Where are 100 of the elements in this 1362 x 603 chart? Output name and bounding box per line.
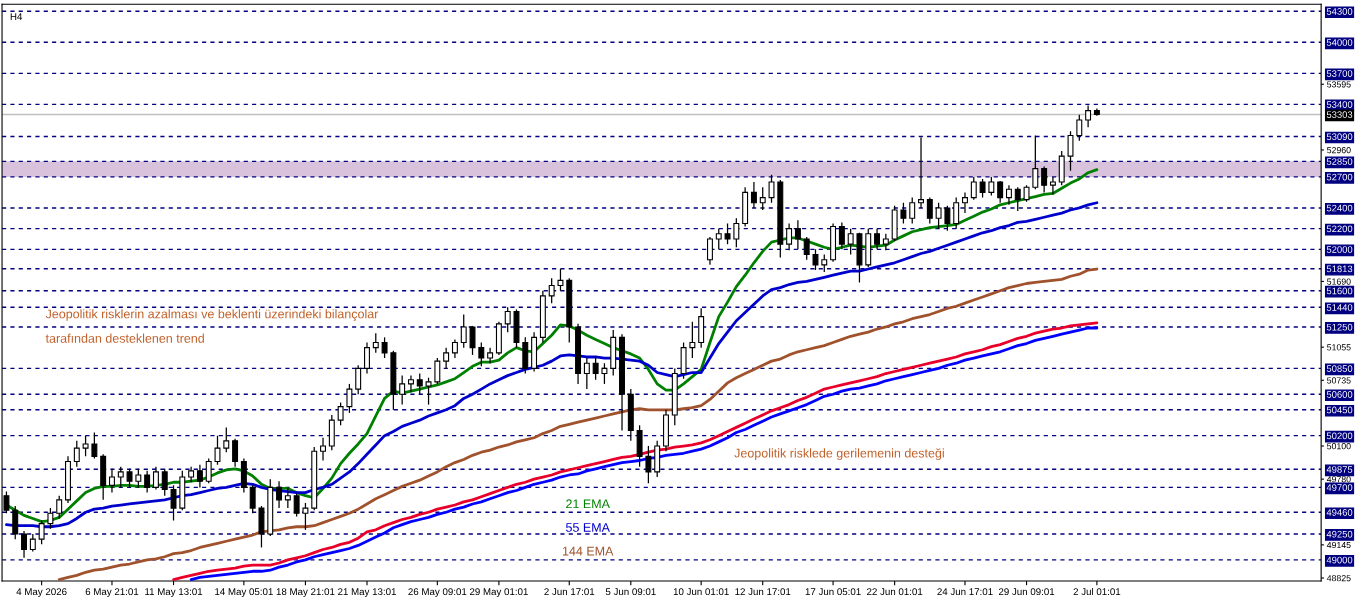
candlestick [205, 457, 212, 484]
candlestick [21, 530, 28, 559]
candlestick [926, 196, 933, 225]
y-tick-label: 50100 [1327, 443, 1351, 450]
candlestick [214, 435, 221, 466]
candlestick [962, 191, 968, 214]
text: 144 EMA [562, 546, 614, 556]
candlestick [82, 435, 89, 457]
candlestick [443, 347, 450, 370]
candlestick [944, 205, 951, 232]
candlestick [293, 493, 300, 518]
candlestick [786, 222, 793, 251]
candlestick [557, 268, 564, 292]
ref-line-label: 54300 [1326, 8, 1353, 15]
candlestick [1014, 186, 1021, 212]
candlestick [152, 466, 159, 491]
x-tick-label: 18 May 21:01 [276, 588, 335, 597]
candlestick [1005, 184, 1012, 206]
ref-line-label: 52000 [1326, 246, 1353, 253]
x-tick-label: 2 Jul 01:01 [1073, 587, 1121, 596]
ref-line-label: 50600 [1326, 391, 1353, 398]
y-tick-label: 51055 [1327, 344, 1351, 351]
y-tick-label: 51690 [1327, 278, 1351, 285]
annotation: Jeopolitik risklerin azalması ve beklenti üzerindeki bilançolar tarafından desteklenen trend [45, 309, 379, 343]
candlestick [601, 362, 608, 385]
candlestick [381, 336, 388, 359]
candlestick [909, 196, 916, 225]
x-tick-label: 6 May 21:01 [85, 588, 139, 597]
candlestick [953, 196, 960, 230]
candlestick [812, 248, 819, 271]
ref-line-label: 52700 [1326, 173, 1353, 181]
candlestick [689, 321, 696, 359]
text: H4 [10, 13, 23, 20]
x-tick-label: 2 Jun 17:01 [544, 588, 595, 596]
x-tick-label: 12 Jun 17:01 [735, 588, 791, 596]
x-tick-label: 4 May 2026 [16, 588, 67, 597]
candlestick [759, 186, 766, 211]
candlestick [284, 486, 291, 509]
candlestick [1049, 176, 1056, 196]
candlestick [161, 468, 168, 497]
candlestick [416, 372, 423, 395]
candlestick [47, 507, 54, 530]
candlestick [583, 357, 590, 390]
candlestick [768, 174, 775, 204]
candlestick [108, 468, 115, 494]
candlestick [478, 341, 485, 367]
x-tick-label: 24 Jun 17:01 [937, 588, 993, 596]
ref-line-label: 49460 [1326, 509, 1353, 516]
candlestick [117, 466, 124, 489]
candlestick [715, 228, 722, 250]
x-tick-label: 10 Jun 01:01 [673, 588, 729, 596]
candlestick [1041, 165, 1048, 194]
ref-line-label: 52400 [1326, 204, 1353, 212]
candlestick [407, 374, 414, 393]
ref-line-label: 50850 [1326, 365, 1353, 372]
candlestick [997, 180, 1004, 204]
candlestick [320, 437, 326, 462]
candlestick [302, 502, 309, 531]
candlestick [232, 438, 239, 468]
ref-line-label: 53700 [1326, 70, 1353, 77]
candlestick [170, 484, 177, 522]
ref-line-label: 49875 [1326, 466, 1353, 473]
candlestick [592, 355, 599, 381]
candlestick [1076, 114, 1083, 142]
ref-line-label: 50450 [1326, 406, 1353, 414]
text: 55 EMA [565, 523, 610, 532]
candlestick [126, 468, 133, 489]
x-tick-label: 22 Jun 01:01 [867, 588, 923, 596]
candlestick [12, 505, 19, 540]
candlestick [1067, 130, 1074, 172]
candlestick [73, 440, 80, 468]
x-tick-label: 29 May 01:01 [469, 588, 528, 597]
candlestick [135, 468, 142, 489]
x-tick-label: 14 May 05:01 [215, 588, 273, 597]
candlestick [425, 377, 432, 406]
candlestick [706, 236, 713, 266]
text: 21 EMA [566, 499, 610, 509]
ref-line-label: 51600 [1326, 287, 1353, 295]
ref-line-label: 49700 [1326, 484, 1353, 491]
candlestick [750, 181, 757, 209]
candlestick [38, 519, 45, 545]
ref-line-label: 50200 [1326, 432, 1353, 440]
candlestick [223, 426, 230, 453]
candlestick [970, 176, 977, 201]
y-tick-label: 48825 [1326, 575, 1351, 582]
x-tick-label: 29 Jun 09:01 [998, 588, 1055, 596]
ref-line-label: 52850 [1326, 158, 1353, 165]
candlestick [196, 464, 203, 489]
candlestick [364, 341, 370, 375]
candlestick [276, 480, 283, 509]
ref-line-label: 49250 [1326, 530, 1353, 538]
candlestick [918, 136, 924, 209]
candlestick [900, 202, 907, 225]
candlestick [838, 221, 845, 250]
candlestick [56, 495, 63, 520]
annotation: Jeopolitik risklede gerilemenin desteği [734, 448, 944, 461]
y-tick-label: 49145 [1326, 541, 1351, 549]
candlestick [979, 178, 986, 199]
candlestick [645, 445, 652, 484]
ref-line-label: 54000 [1326, 39, 1353, 46]
